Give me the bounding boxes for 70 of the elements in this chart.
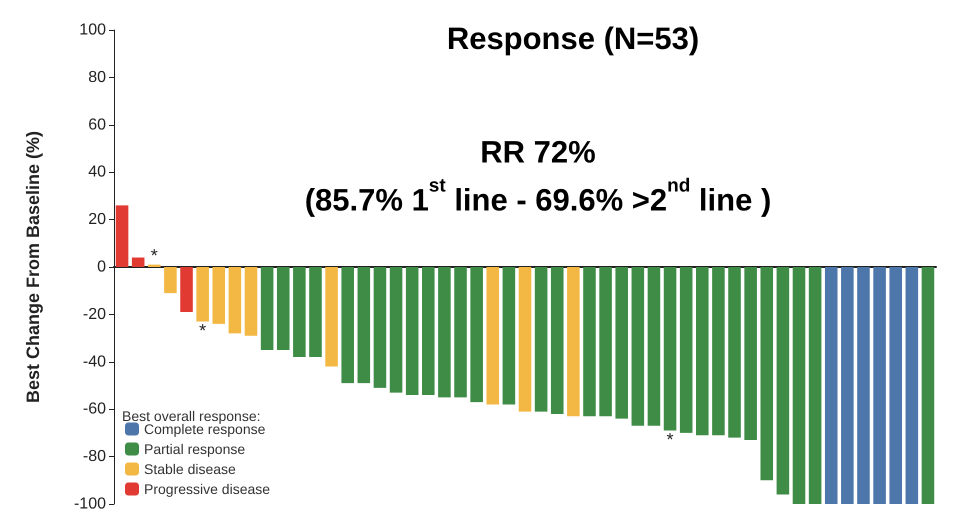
bar [567, 267, 580, 416]
bar [260, 267, 274, 350]
bar [438, 267, 451, 398]
bar [374, 267, 386, 388]
bar [276, 267, 290, 350]
bar [454, 267, 467, 398]
bar [922, 267, 934, 504]
legend-label: Progressive disease [144, 481, 270, 497]
y-tick-label: -20 [82, 306, 106, 323]
bar [341, 267, 354, 384]
bar [808, 267, 822, 504]
y-tick-label: 60 [88, 116, 106, 134]
bar [906, 267, 918, 504]
data-label: * [150, 246, 158, 266]
bar [212, 267, 226, 324]
bar [390, 267, 402, 393]
bar [889, 267, 902, 504]
bar [534, 267, 548, 412]
bar [841, 267, 854, 504]
y-tick-label: 40 [88, 164, 106, 181]
bar [696, 267, 709, 436]
y-axis-title: Best Change From Baseline (%) [23, 130, 43, 404]
legend-title: Best overall response: [122, 408, 261, 424]
y-tick-label: -100 [74, 496, 106, 512]
bar [873, 267, 886, 504]
bar [196, 267, 209, 322]
bar [648, 267, 660, 426]
y-tick-label: 80 [88, 68, 106, 86]
y-tick-label: 100 [79, 22, 106, 38]
bar [550, 267, 564, 414]
legend-label: Partial response [144, 441, 246, 457]
bar [824, 267, 838, 504]
chart-title: Response (N=53) [446, 21, 700, 56]
bar [486, 267, 500, 404]
bar [132, 258, 144, 267]
bar [422, 267, 435, 395]
data-label: * [666, 430, 674, 450]
bar [358, 267, 370, 384]
y-tick-label: -80 [82, 448, 106, 466]
bar [792, 267, 806, 504]
bar [712, 267, 725, 436]
bar [293, 267, 306, 358]
bar [728, 267, 741, 438]
bar [599, 267, 612, 416]
bar [180, 267, 193, 312]
bar [680, 267, 692, 433]
bar [518, 267, 532, 412]
y-tick-label: 0 [97, 258, 106, 276]
bar [615, 267, 628, 419]
bar [164, 267, 177, 294]
bar [116, 205, 128, 267]
bar [406, 267, 418, 395]
bar [664, 267, 676, 431]
bar [583, 267, 596, 416]
bar [470, 267, 483, 402]
bar [632, 267, 644, 426]
bar [776, 267, 790, 495]
bar [857, 267, 870, 504]
y-tick-label: 20 [88, 211, 106, 228]
bar [309, 267, 322, 358]
legend-label: Stable disease [144, 461, 236, 477]
y-tick-label: -60 [82, 400, 106, 418]
bar [744, 267, 757, 440]
bar [325, 267, 338, 367]
bar [228, 267, 242, 334]
data-label: * [199, 320, 206, 341]
bar [760, 267, 774, 480]
bar [502, 267, 516, 404]
y-tick-label: -40 [82, 353, 106, 370]
bar [244, 267, 258, 336]
